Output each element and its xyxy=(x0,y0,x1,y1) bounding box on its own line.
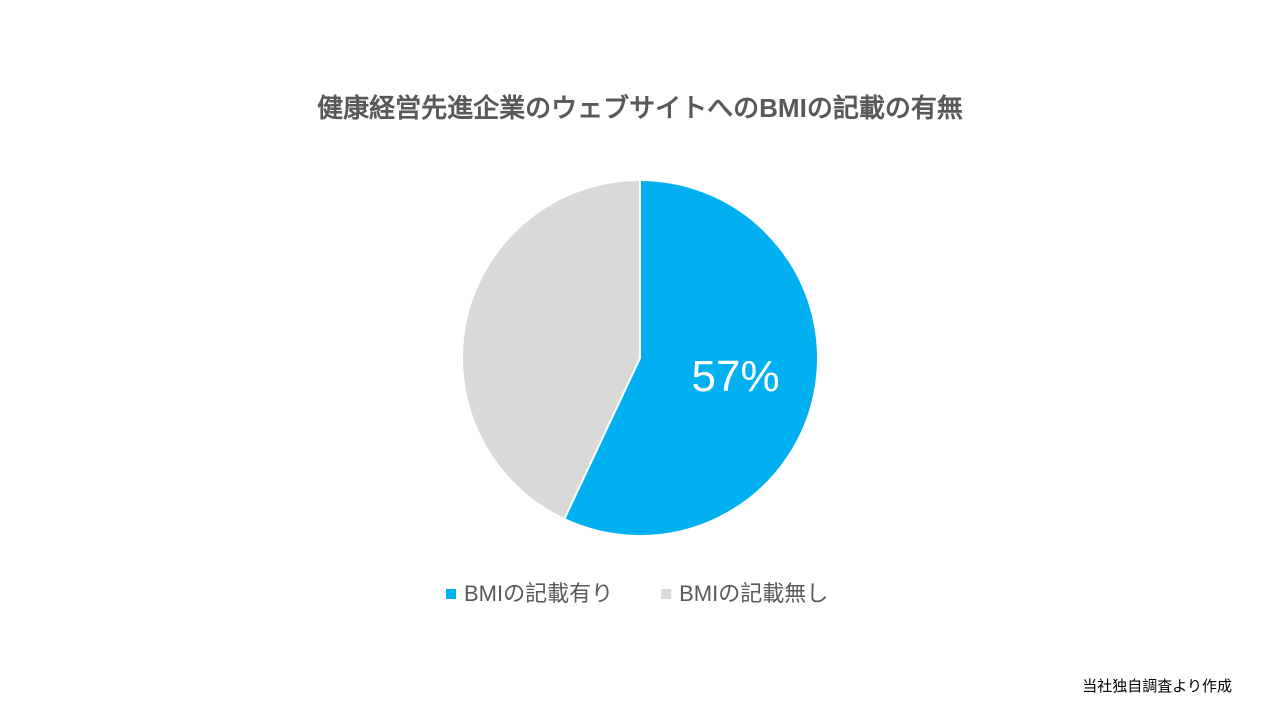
pie-slice xyxy=(461,178,641,521)
pie-slice xyxy=(562,178,819,537)
legend-label: BMIの記載有り xyxy=(464,581,613,606)
legend-swatch xyxy=(446,589,456,599)
data-label: 57% xyxy=(692,352,780,401)
chart-title: 健康経営先進企業のウェブサイトへのBMIの記載の有無 xyxy=(317,93,963,123)
source-note: 当社独自調査より作成 xyxy=(1082,678,1232,695)
legend-label: BMIの記載無し xyxy=(679,581,828,606)
legend-swatch xyxy=(661,589,672,599)
